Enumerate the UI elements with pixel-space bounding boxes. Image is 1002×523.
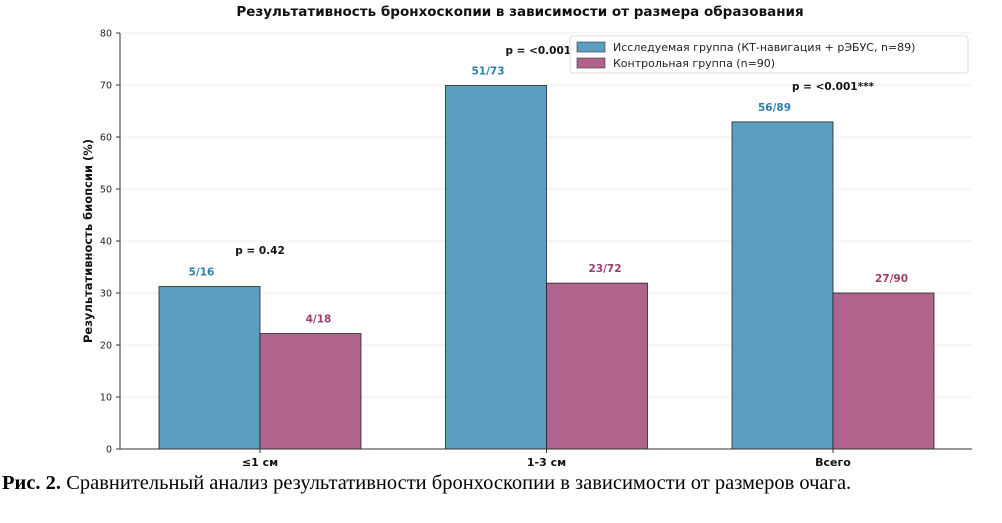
y-tick-label: 80	[100, 29, 112, 40]
figure-caption: Рис. 2. Сравнительный анализ результатив…	[2, 472, 1000, 495]
y-tick-label: 10	[100, 393, 112, 404]
bar-data-label: 27/90	[875, 273, 908, 285]
y-tick-label: 40	[100, 237, 112, 248]
y-tick-label: 30	[100, 289, 112, 300]
y-tick-label: 20	[100, 341, 112, 352]
bar-study	[158, 286, 261, 450]
legend-swatch	[576, 57, 606, 69]
bar-data-label: 5/16	[189, 267, 215, 279]
bar-data-label: 4/18	[306, 314, 332, 326]
p-value-label: p = <0.001***	[792, 81, 875, 93]
bar-chart: Результативность бронхоскопии в зависимо…	[81, 4, 972, 469]
bar-control	[259, 333, 362, 450]
y-tick-label: 50	[100, 185, 112, 196]
x-tick-label: ≤1 см	[242, 456, 278, 469]
p-value-label: p = 0.42	[235, 245, 285, 257]
legend-box	[569, 35, 969, 74]
legend-swatch	[576, 41, 606, 53]
y-tick-label: 60	[100, 133, 112, 144]
x-tick-label: 1-3 см	[527, 456, 566, 469]
caption-label: Рис. 2.	[2, 472, 62, 494]
chart-title: Результативность бронхоскопии в зависимо…	[236, 4, 803, 20]
bar-control	[546, 282, 648, 450]
legend: Исследуемая группа (КТ-навигация + рЭБУС…	[569, 35, 969, 74]
bar-data-label: 23/72	[588, 263, 621, 275]
bar-data-label: 56/89	[758, 102, 791, 114]
caption-text: Сравнительный анализ результативности бр…	[61, 472, 852, 494]
bar-data-label: 51/73	[471, 66, 504, 78]
y-axis-label: Результативность биопсии (%)	[81, 139, 95, 343]
bar-study	[445, 85, 547, 450]
p-value-label: p = <0.001***	[505, 45, 588, 57]
legend-label: Исследуемая группа (КТ-навигация + рЭБУС…	[613, 41, 915, 54]
axes: 0 10 20 30 40 50 60 70 80 ≤1 см 1-3 см Всего	[100, 29, 972, 469]
y-tick-label: 70	[100, 81, 112, 92]
bar-control	[832, 292, 935, 450]
bar-study	[731, 121, 834, 450]
x-tick-label: Всего	[815, 456, 851, 469]
y-tick-label: 0	[106, 445, 112, 456]
legend-label: Контрольная группа (n=90)	[613, 57, 775, 70]
